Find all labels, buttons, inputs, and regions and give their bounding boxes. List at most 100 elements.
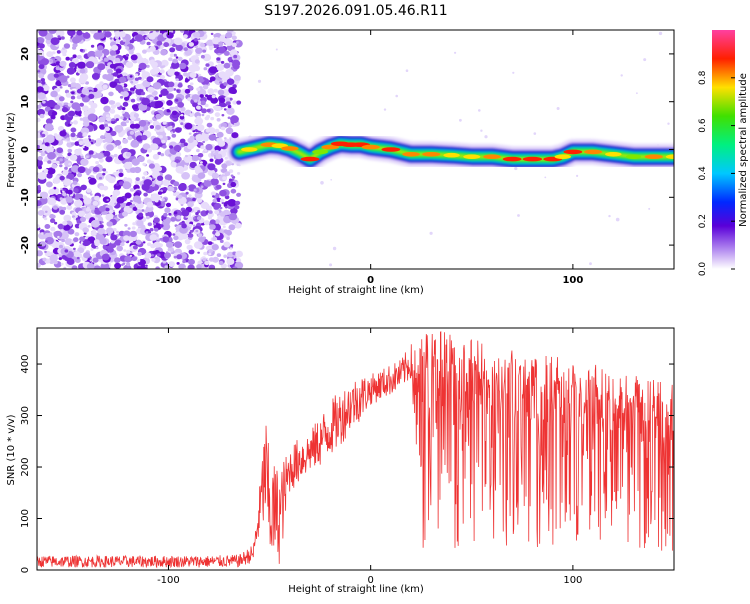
noise-speckle [86,263,95,269]
noise-speckle [44,106,51,112]
noise-speckle [209,76,216,82]
noise-speckle [110,240,115,244]
ridge-peak [665,154,674,159]
noise-speckle [62,47,66,50]
noise-speckle [141,91,146,96]
noise-speckle [73,120,78,125]
noise-speckle [45,38,52,45]
noise-speckle [207,163,216,171]
colorbar-gradient [712,30,735,269]
noise-speckle [216,184,222,190]
noise-speckle [61,107,69,113]
noise-speckle [59,209,65,215]
noise-speckle [71,265,78,269]
y-tick-label: 200 [20,457,31,476]
noise-speckle [66,67,75,75]
noise-speckle [216,63,225,71]
noise-speckle [120,121,127,127]
noise-speckle [47,160,52,164]
noise-speckle [129,204,134,209]
ridge-peak [626,154,642,159]
noise-speckle [72,54,77,59]
noise-speckle [220,126,226,131]
noise-speckle [230,244,234,247]
noise-speckle [37,156,43,161]
noise-speckle [144,252,152,259]
noise-speckle [166,94,173,99]
noise-speckle [62,220,68,226]
noise-speckle [224,156,228,160]
noise-speckle [141,176,146,180]
noise-speckle [81,88,90,95]
noise-speckle [103,150,111,157]
noise-speckle [59,197,63,201]
noise-speckle [231,132,239,139]
noise-speckle [64,160,72,168]
noise-speckle [130,120,134,125]
ridge-peak [554,154,571,159]
colorbar: 0.0 0.2 0.4 0.6 0.8 Normalized spectral ampl… [698,30,749,276]
noise-speckle [223,241,231,248]
noise-speckle [65,92,72,98]
noise-speckle [201,113,205,117]
noise-speckle [43,217,48,221]
noise-speckle [85,61,95,69]
noise-speckle [60,48,68,54]
spectrogram-y-label: Frequency (Hz) [6,112,17,188]
noise-speckle [230,207,238,215]
noise-speckle [109,37,113,40]
noise-speckle [106,227,114,234]
noise-speckle [65,156,70,159]
noise-speckle [87,225,91,228]
noise-speckle [121,107,126,111]
noise-speckle [83,197,92,205]
noise-speckle [225,97,230,102]
ridge-peak [584,149,603,155]
noise-speckle [134,179,141,185]
noise-speckle [166,85,174,92]
noise-speckle [76,54,82,60]
noise-speckle [88,100,94,106]
noise-speckle [79,102,84,107]
noise-speckle [177,194,183,199]
noise-speckle [38,64,45,70]
noise-speckle [47,170,51,173]
noise-speckle [136,57,145,65]
noise-speckle [176,254,183,260]
noise-speckle [142,199,147,203]
noise-speckle [110,130,117,137]
noise-speckle [196,115,201,120]
noise-speckle [229,247,233,250]
noise-speckle [74,141,80,146]
noise-speckle [226,258,235,265]
noise-speckle [202,84,209,90]
noise-speckle [127,227,131,230]
noise-speckle [219,239,224,243]
noise-speckle [118,76,127,84]
noise-speckle [147,242,152,247]
noise-speckle [175,98,179,102]
noise-speckle [215,105,222,112]
ridge-peak [321,144,340,150]
noise-speckle [216,253,222,257]
noise-speckle [160,189,164,193]
noise-speckle [176,215,182,220]
noise-speckle [129,230,137,238]
noise-speckle [200,201,209,209]
noise-speckle [106,221,113,227]
noise-speckle [228,169,234,174]
noise-speckle [41,133,46,138]
noise-speckle [57,235,60,239]
noise-speckle [405,69,409,72]
noise-speckle [184,122,193,130]
noise-speckle [99,57,103,61]
noise-speckle [87,107,96,115]
ridge-peak [563,149,583,155]
noise-speckle [120,116,124,120]
noise-speckle [130,80,134,84]
noise-speckle [61,239,65,243]
noise-speckle [180,30,185,33]
noise-speckle [122,181,132,190]
noise-speckle [133,113,139,118]
